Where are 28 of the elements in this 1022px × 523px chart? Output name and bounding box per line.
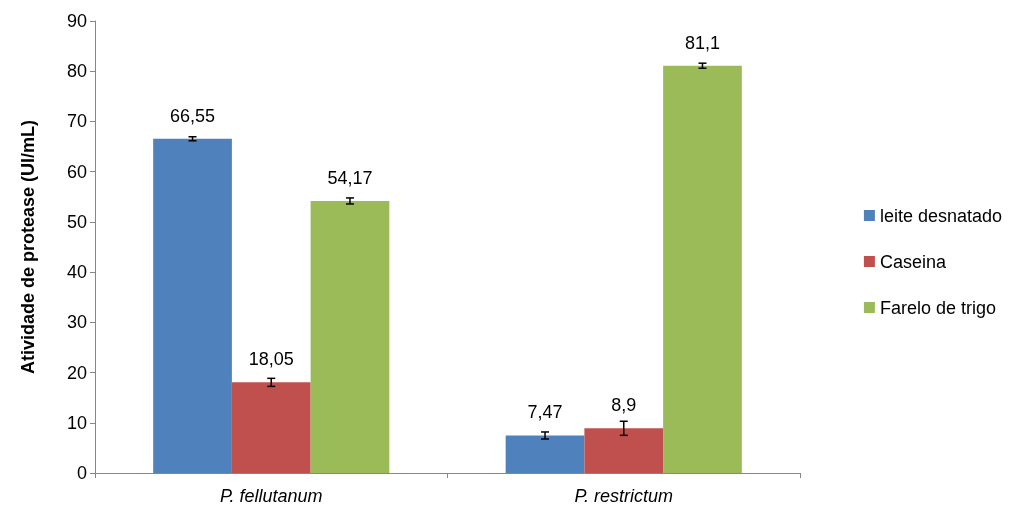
bar: [584, 428, 664, 473]
y-axis-title: Atividade de protease (UI/mL): [18, 119, 38, 375]
bar: [505, 435, 585, 473]
bar: [310, 200, 390, 473]
bar: [663, 65, 742, 473]
y-tick-label: 70: [66, 111, 87, 132]
y-tick-label: 30: [66, 312, 87, 333]
bar: [153, 138, 232, 473]
legend-label: Caseina: [879, 251, 947, 272]
y-tick-label: 0: [76, 463, 87, 483]
data-label: 8,9: [611, 395, 637, 416]
data-label: 66,55: [170, 105, 216, 126]
y-tick-label: 80: [66, 61, 87, 82]
legend-label: leite desnatado: [879, 205, 1003, 226]
data-label: 18,05: [248, 349, 294, 370]
legend-label: Farelo de trigo: [879, 297, 996, 318]
y-tick-label: 60: [66, 161, 87, 182]
data-label: 7,47: [527, 402, 563, 423]
bar: [231, 382, 311, 473]
y-tick-label: 10: [66, 412, 87, 433]
x-tick-label: P. restrictum: [574, 486, 674, 506]
data-label: 81,1: [684, 32, 720, 53]
y-tick-label: 40: [66, 262, 87, 283]
x-tick-label: P. fellutanum: [219, 486, 323, 506]
data-label: 54,17: [327, 167, 373, 188]
y-tick-label: 90: [66, 11, 87, 31]
y-tick-label: 50: [66, 211, 87, 232]
y-tick-label: 20: [66, 362, 87, 383]
